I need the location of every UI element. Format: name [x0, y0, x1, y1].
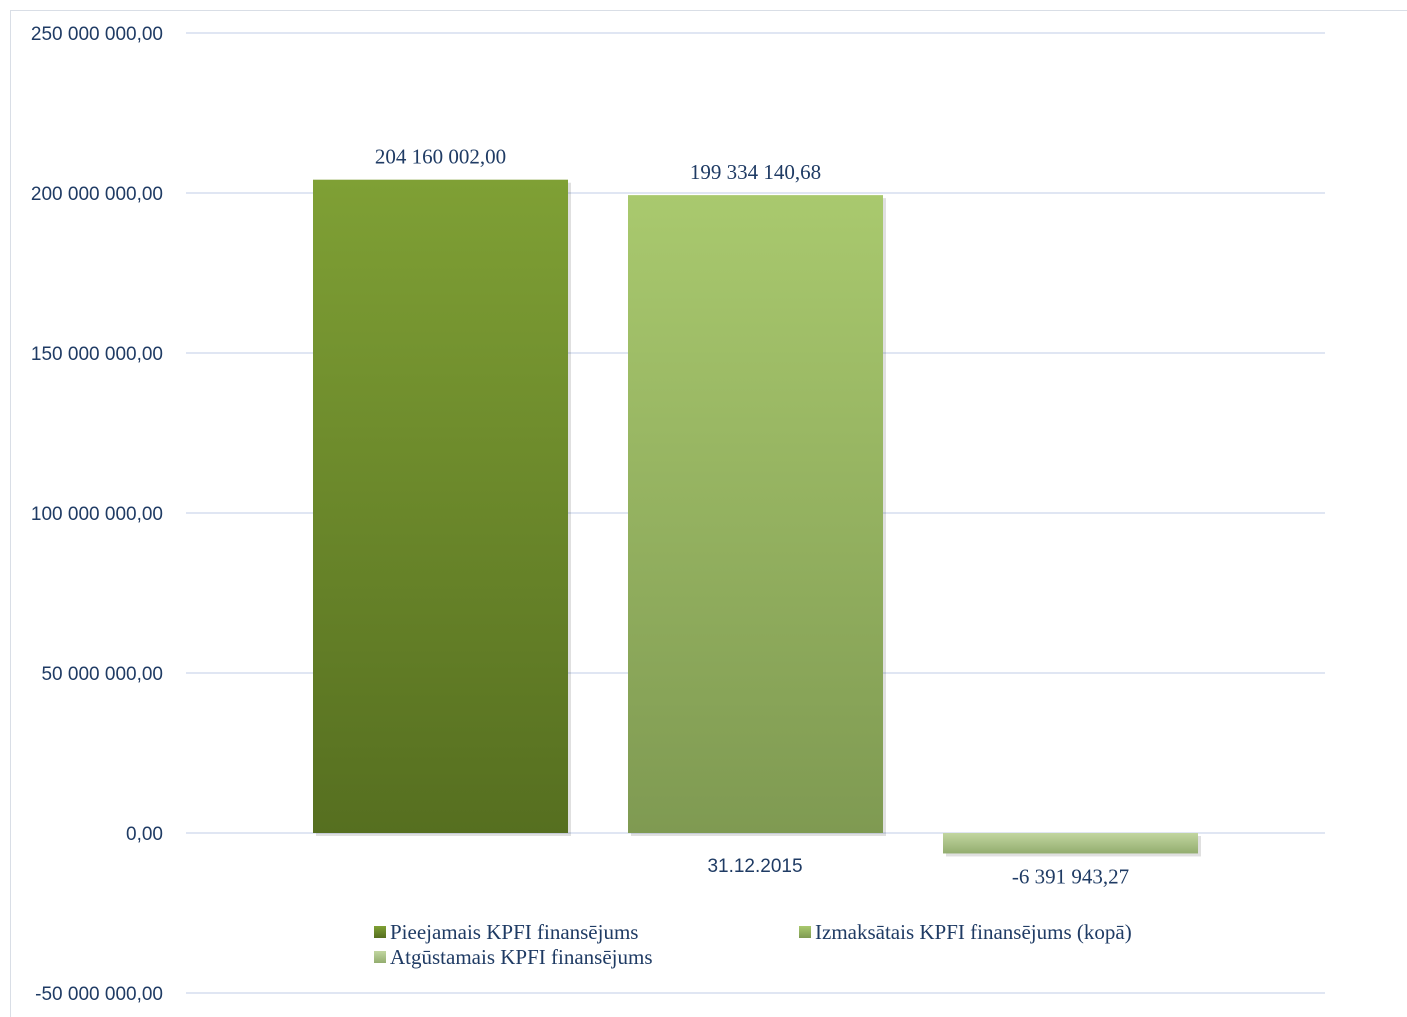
y-tick-label: 50 000 000,00: [41, 664, 163, 685]
y-tick-label: 250 000 000,00: [31, 24, 163, 45]
bar-2: [628, 195, 883, 834]
bar-3: [943, 833, 1198, 854]
data-labels: 204 160 002,00 199 334 140,68 -6 391 943,2…: [375, 145, 1129, 889]
data-label: 204 160 002,00: [375, 145, 506, 169]
legend-label: Izmaksātais KPFI finansējums (kopā): [815, 920, 1132, 944]
y-tick-label: 200 000 000,00: [31, 184, 163, 205]
y-tick-label: 150 000 000,00: [31, 344, 163, 365]
y-tick-label: 0,00: [126, 824, 163, 845]
chart-frame: [10, 10, 1407, 1017]
y-tick-label: -50 000 000,00: [35, 984, 163, 1005]
data-label: 199 334 140,68: [690, 160, 821, 184]
y-axis-tick-labels: 250 000 000,00 200 000 000,00 150 000 000,…: [31, 24, 163, 1005]
data-label: -6 391 943,27: [1012, 864, 1129, 888]
legend-label: Pieejamais KPFI finansējums: [390, 920, 638, 944]
legend-swatch: [374, 951, 386, 963]
legend-label: Atgūstamais KPFI finansējums: [390, 945, 653, 969]
y-tick-label: 100 000 000,00: [31, 504, 163, 525]
x-category-label: 31.12.2015: [707, 856, 802, 877]
legend-swatch: [374, 926, 386, 938]
legend-swatch: [799, 926, 811, 938]
bars: [313, 179, 1201, 857]
x-axis-category-labels: 31.12.2015: [707, 856, 802, 877]
legend: Pieejamais KPFI finansējums Izmaksātais K…: [374, 920, 1132, 969]
bar-1: [313, 179, 568, 833]
